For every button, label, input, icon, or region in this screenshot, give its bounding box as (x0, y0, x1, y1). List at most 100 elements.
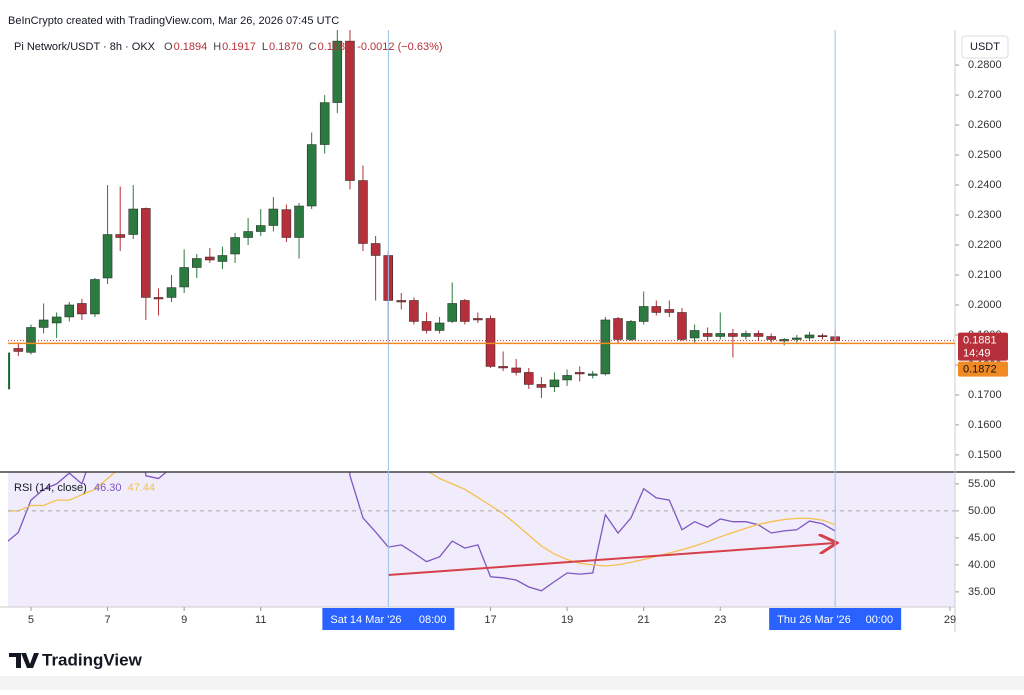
candle-body (728, 333, 738, 337)
price-line-box (958, 361, 1008, 377)
ohlc-value: 0.1894 (174, 41, 208, 53)
x-tick-label: 7 (105, 614, 111, 626)
candle-body (626, 321, 636, 340)
y-tick-label: 0.2000 (968, 299, 1002, 311)
candle-body (217, 255, 228, 262)
candle-body (485, 318, 496, 367)
footer-strip (0, 676, 1024, 690)
overlay: 0.15000.16000.17000.18000.19000.20000.21… (0, 30, 1015, 632)
candle-body (13, 348, 24, 352)
x-tick-label: 29 (944, 614, 956, 626)
candle-body (613, 318, 623, 340)
candle-body (702, 333, 713, 337)
x-tick-label: 23 (714, 614, 726, 626)
candle-body (766, 336, 776, 340)
rsi-y-tick-label: 55.00 (968, 478, 996, 490)
candle-body (90, 279, 100, 315)
ohlc-key: H (213, 41, 221, 53)
y-tick-label: 0.2300 (968, 209, 1002, 221)
candle-body (230, 237, 240, 255)
x-tick-label: 17 (484, 614, 496, 626)
y-tick-label: 0.2700 (968, 89, 1002, 101)
candle-body (421, 321, 432, 331)
x-tick-label: 11 (255, 614, 266, 626)
y-tick-label: 0.1500 (968, 449, 1002, 461)
y-tick-label: 0.1600 (968, 419, 1002, 431)
candle-body (651, 306, 662, 313)
candle-body (664, 309, 675, 313)
marker-date: Thu 26 Mar '26 (777, 614, 851, 626)
marker-label-box (769, 608, 902, 630)
candle-body (115, 234, 125, 238)
ohlc-value: 0.1870 (269, 41, 303, 53)
candle-body (281, 209, 292, 238)
candle-body (741, 333, 751, 337)
candle-body (64, 304, 75, 318)
candle-body (128, 208, 138, 235)
rsi-y-tick-label: 50.00 (968, 505, 996, 517)
currency-box (961, 35, 1009, 59)
rsi-y-tick-label: 40.00 (968, 559, 996, 571)
rsi-y-tick-label: 35.00 (968, 586, 996, 598)
candle-body (587, 373, 598, 376)
countdown: 14:49 (963, 348, 991, 360)
candle-body (51, 316, 62, 324)
ohlc-key: C (309, 41, 317, 53)
candle-body (8, 352, 11, 390)
currency: USDT (970, 41, 1000, 53)
candle-body (600, 319, 611, 375)
rsi-value: 46.30 (94, 482, 122, 494)
rsi-title: RSI (14, close) (14, 482, 87, 494)
candle-body (549, 379, 560, 388)
y-tick-label: 0.2400 (968, 179, 1002, 191)
candle-body (574, 372, 585, 375)
x-tick-label: 19 (561, 614, 573, 626)
candle-body (306, 144, 317, 207)
rsi-value: 47.44 (128, 482, 156, 494)
change: -0.0012 (−0.63%) (357, 41, 442, 53)
marker-label-box (322, 608, 455, 630)
candle-body (166, 287, 177, 298)
marker-date: Sat 14 Mar '26 (330, 614, 401, 626)
candle-body (753, 333, 764, 337)
candle-body (779, 339, 789, 342)
candle-body (179, 267, 189, 288)
rsi-pane (8, 472, 955, 607)
rsi-background (8, 472, 955, 607)
candle-body (141, 208, 151, 298)
candle-body (243, 231, 253, 238)
candle-body (715, 333, 726, 337)
candle-body (396, 300, 407, 303)
candle-body (370, 243, 381, 256)
candle-body (498, 366, 508, 369)
candle-body (689, 330, 700, 339)
x-tick-label: 9 (181, 614, 187, 626)
rsi-y-tick-label: 45.00 (968, 532, 996, 544)
candle-body (817, 335, 828, 338)
candle-body (26, 327, 36, 353)
x-tick-label: 21 (638, 614, 650, 626)
y-tick-label: 0.2200 (968, 239, 1002, 251)
tv-logo (9, 653, 39, 668)
candle-body (192, 258, 202, 268)
y-tick-label: 0.2800 (968, 59, 1002, 71)
candle-body (268, 208, 279, 226)
brand: TradingView (42, 650, 143, 669)
candle-body (792, 337, 802, 340)
candle-body (677, 312, 687, 340)
candle-body (511, 367, 521, 373)
candle-body (536, 384, 547, 388)
last-price-label: 0.1881 (963, 335, 997, 347)
ohlc-key: L (262, 41, 268, 53)
candle-body (77, 303, 87, 315)
ohlc-key: O (164, 41, 173, 53)
y-tick-label: 0.1700 (968, 389, 1002, 401)
candle-body (562, 375, 572, 381)
candle-body (473, 318, 483, 321)
candle-body (804, 334, 815, 339)
candle-body (38, 319, 49, 328)
y-tick-label: 0.2600 (968, 119, 1002, 131)
candle-body (332, 40, 343, 103)
symbol-title: Pi Network/USDT · 8h · OKX (14, 41, 156, 53)
